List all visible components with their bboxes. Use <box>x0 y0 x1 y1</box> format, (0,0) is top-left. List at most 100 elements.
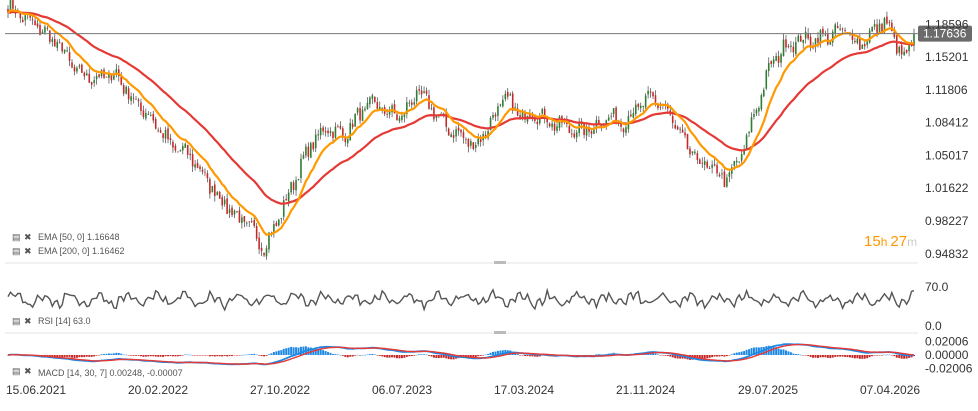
macd-bar <box>738 352 741 355</box>
macd-bar <box>425 354 428 356</box>
macd-tick-label: 0.02006 <box>925 335 969 349</box>
eye-icon[interactable]: ▤ <box>12 366 21 376</box>
candle <box>391 105 393 113</box>
candle <box>31 19 34 21</box>
candle <box>140 102 142 112</box>
candle <box>836 25 839 29</box>
candle <box>51 39 54 42</box>
candle <box>536 121 539 125</box>
macd-legend-item[interactable]: ▤ ✖ MACD [14, 30, 7] 0.00248, -0.00007 <box>12 366 183 378</box>
macd-bar <box>383 355 386 358</box>
candle <box>750 117 753 133</box>
eye-icon[interactable]: ▤ <box>12 246 21 256</box>
candle <box>728 172 731 177</box>
candle <box>445 112 448 127</box>
macd-bar <box>519 355 522 356</box>
macd-bar <box>585 355 588 356</box>
macd-bar <box>275 351 278 355</box>
macd-bar <box>51 355 54 358</box>
macd-bar <box>194 355 197 356</box>
candle <box>154 119 157 129</box>
candle <box>398 118 401 122</box>
candle <box>415 90 418 102</box>
candle <box>492 114 494 118</box>
candle <box>814 38 817 47</box>
close-icon[interactable]: ✖ <box>24 316 32 326</box>
candle <box>676 126 679 130</box>
close-icon[interactable]: ✖ <box>24 366 32 376</box>
macd-bar <box>336 354 339 355</box>
macd-bar <box>260 355 263 357</box>
candle <box>115 69 118 74</box>
macd-bar <box>349 355 352 357</box>
candle <box>642 106 644 107</box>
close-icon[interactable]: ✖ <box>24 246 32 256</box>
countdown-minutes-unit: m <box>907 235 917 249</box>
candle <box>905 49 908 53</box>
price-tick-label: 1.05017 <box>925 148 969 162</box>
eye-icon[interactable]: ▤ <box>12 232 21 242</box>
macd-bar <box>381 355 384 357</box>
candle <box>553 123 556 131</box>
macd-bar <box>186 354 189 356</box>
macd-bar <box>524 355 526 356</box>
macd-bar <box>149 355 152 357</box>
rsi-y-axis: 70.0 0.0 <box>925 280 949 333</box>
candle <box>371 95 374 99</box>
macd-bar <box>376 355 379 356</box>
rsi-line <box>7 287 915 312</box>
macd-bar <box>361 354 364 356</box>
candle <box>834 24 837 34</box>
macd-bar <box>898 355 901 359</box>
candle <box>681 129 684 133</box>
panel-resize-handle[interactable] <box>494 261 506 264</box>
candle <box>706 161 708 168</box>
candle <box>440 112 443 114</box>
legend-item-ema50[interactable]: ▤ ✖ EMA [50, 0] 1.16648 <box>12 232 120 242</box>
macd-bar <box>403 355 406 358</box>
rsi-tick-label: 70.0 <box>925 280 949 294</box>
price-panel[interactable]: 1.17636 1.18596 1.15201 1.11806 1.08412 1.05… <box>5 0 972 261</box>
macd-bar <box>794 354 797 355</box>
rsi-panel[interactable]: 70.0 0.0 ▤ ✖ RSI [14] 63.0 <box>7 280 949 333</box>
macd-bar <box>68 355 71 358</box>
candle <box>342 128 344 136</box>
close-icon[interactable]: ✖ <box>24 232 32 242</box>
macd-bar <box>871 355 874 357</box>
current-price-tag <box>918 25 972 42</box>
candle <box>679 128 681 130</box>
candle <box>861 44 864 49</box>
candle <box>246 222 248 224</box>
macd-bar <box>578 355 581 356</box>
candle <box>871 26 873 32</box>
macd-bar <box>492 351 494 355</box>
candle <box>361 109 364 121</box>
rsi-legend-item[interactable]: ▤ ✖ RSI [14] 63.0 <box>12 316 91 326</box>
macd-bar <box>245 354 248 356</box>
macd-bar <box>130 355 133 356</box>
candle <box>649 91 652 93</box>
candle <box>878 23 881 33</box>
candle <box>388 110 391 115</box>
candle <box>292 182 295 190</box>
candle <box>211 185 214 193</box>
candle <box>625 127 627 133</box>
eye-icon[interactable]: ▤ <box>12 316 21 326</box>
candle <box>644 95 647 108</box>
legend-item-ema200[interactable]: ▤ ✖ EMA [200, 0] 1.16462 <box>12 246 125 256</box>
candle <box>598 120 600 126</box>
candle <box>708 167 711 169</box>
macd-bar <box>752 347 755 355</box>
candle <box>780 54 782 63</box>
macd-bar <box>659 355 662 356</box>
candle <box>364 108 366 111</box>
candle <box>509 94 512 96</box>
candle <box>376 102 379 109</box>
candle <box>366 102 369 110</box>
candle <box>228 209 231 213</box>
panel-resize-handle[interactable] <box>494 331 506 334</box>
candle <box>903 51 905 56</box>
macd-bar <box>494 351 497 355</box>
